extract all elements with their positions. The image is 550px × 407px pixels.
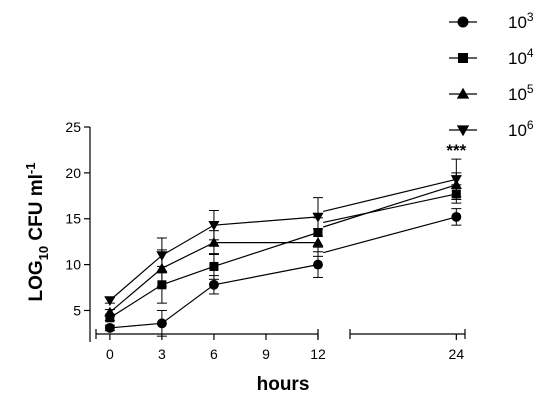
x-tick-label: 3: [158, 346, 166, 362]
legend-label: 106: [508, 118, 534, 140]
x-tick-label: 0: [106, 346, 114, 362]
y-axis-title-part: 10: [36, 246, 51, 260]
legend-label: 105: [508, 82, 534, 104]
series-layer: [104, 158, 462, 337]
y-axis-title-part: -1: [23, 163, 38, 175]
data-point: [104, 296, 116, 306]
series-break-line: [323, 193, 457, 223]
x-tick-label: 9: [262, 346, 270, 362]
data-point: [156, 251, 168, 262]
legend-label-exponent: 5: [527, 82, 534, 96]
y-tick-label: 20: [65, 165, 81, 181]
legend-marker: [457, 16, 469, 28]
x-axis-title: hours: [257, 374, 310, 395]
legend-label-base: 10: [508, 85, 527, 104]
series-break-line: [323, 178, 457, 212]
legend-marker: [456, 125, 470, 137]
x-tick-label: 12: [310, 346, 326, 362]
series-line: [109, 264, 319, 329]
data-point: [312, 237, 324, 247]
legend-label-exponent: 6: [527, 118, 534, 132]
data-point: [208, 220, 220, 231]
series-line: [109, 216, 319, 301]
data-point: [451, 211, 462, 222]
legend-label: 103: [508, 10, 534, 32]
legend-label-base: 10: [508, 49, 527, 68]
x-tick-label: 6: [210, 346, 218, 362]
y-tick-label: 25: [65, 119, 81, 135]
legend-marker: [456, 87, 470, 99]
data-point: [450, 175, 462, 185]
legend-label: 104: [508, 46, 534, 68]
data-point: [105, 313, 115, 323]
legend-label-base: 10: [508, 121, 527, 140]
series-break-line: [323, 184, 457, 228]
data-point: [209, 261, 219, 271]
y-axis-title-part: CFU ml: [26, 174, 47, 246]
data-point: [156, 318, 167, 329]
y-tick-label: 15: [65, 211, 81, 227]
data-point: [104, 322, 115, 333]
legend-marker: [458, 53, 468, 63]
data-point: [208, 279, 219, 290]
legend-label-exponent: 3: [527, 10, 534, 24]
legend-label-base: 10: [508, 13, 527, 32]
y-tick-label: 5: [73, 302, 81, 318]
significance-annotation: ***: [446, 141, 466, 160]
series-circle: [104, 208, 462, 337]
y-axis-title-part: LOG: [26, 260, 47, 301]
data-point: [208, 237, 220, 247]
series-triangle-down: [104, 158, 462, 306]
data-point: [312, 212, 324, 223]
series-break-line: [323, 216, 457, 254]
y-tick-label: 10: [65, 257, 81, 273]
series-triangle: [104, 172, 462, 317]
data-point: [313, 259, 323, 270]
y-axis-title: LOG10 CFU ml-1: [23, 163, 51, 302]
x-tick-label: 24: [449, 346, 465, 362]
series-line: [109, 231, 319, 319]
series-line: [109, 241, 318, 313]
legend-label-exponent: 4: [527, 46, 534, 60]
data-point: [104, 306, 116, 317]
